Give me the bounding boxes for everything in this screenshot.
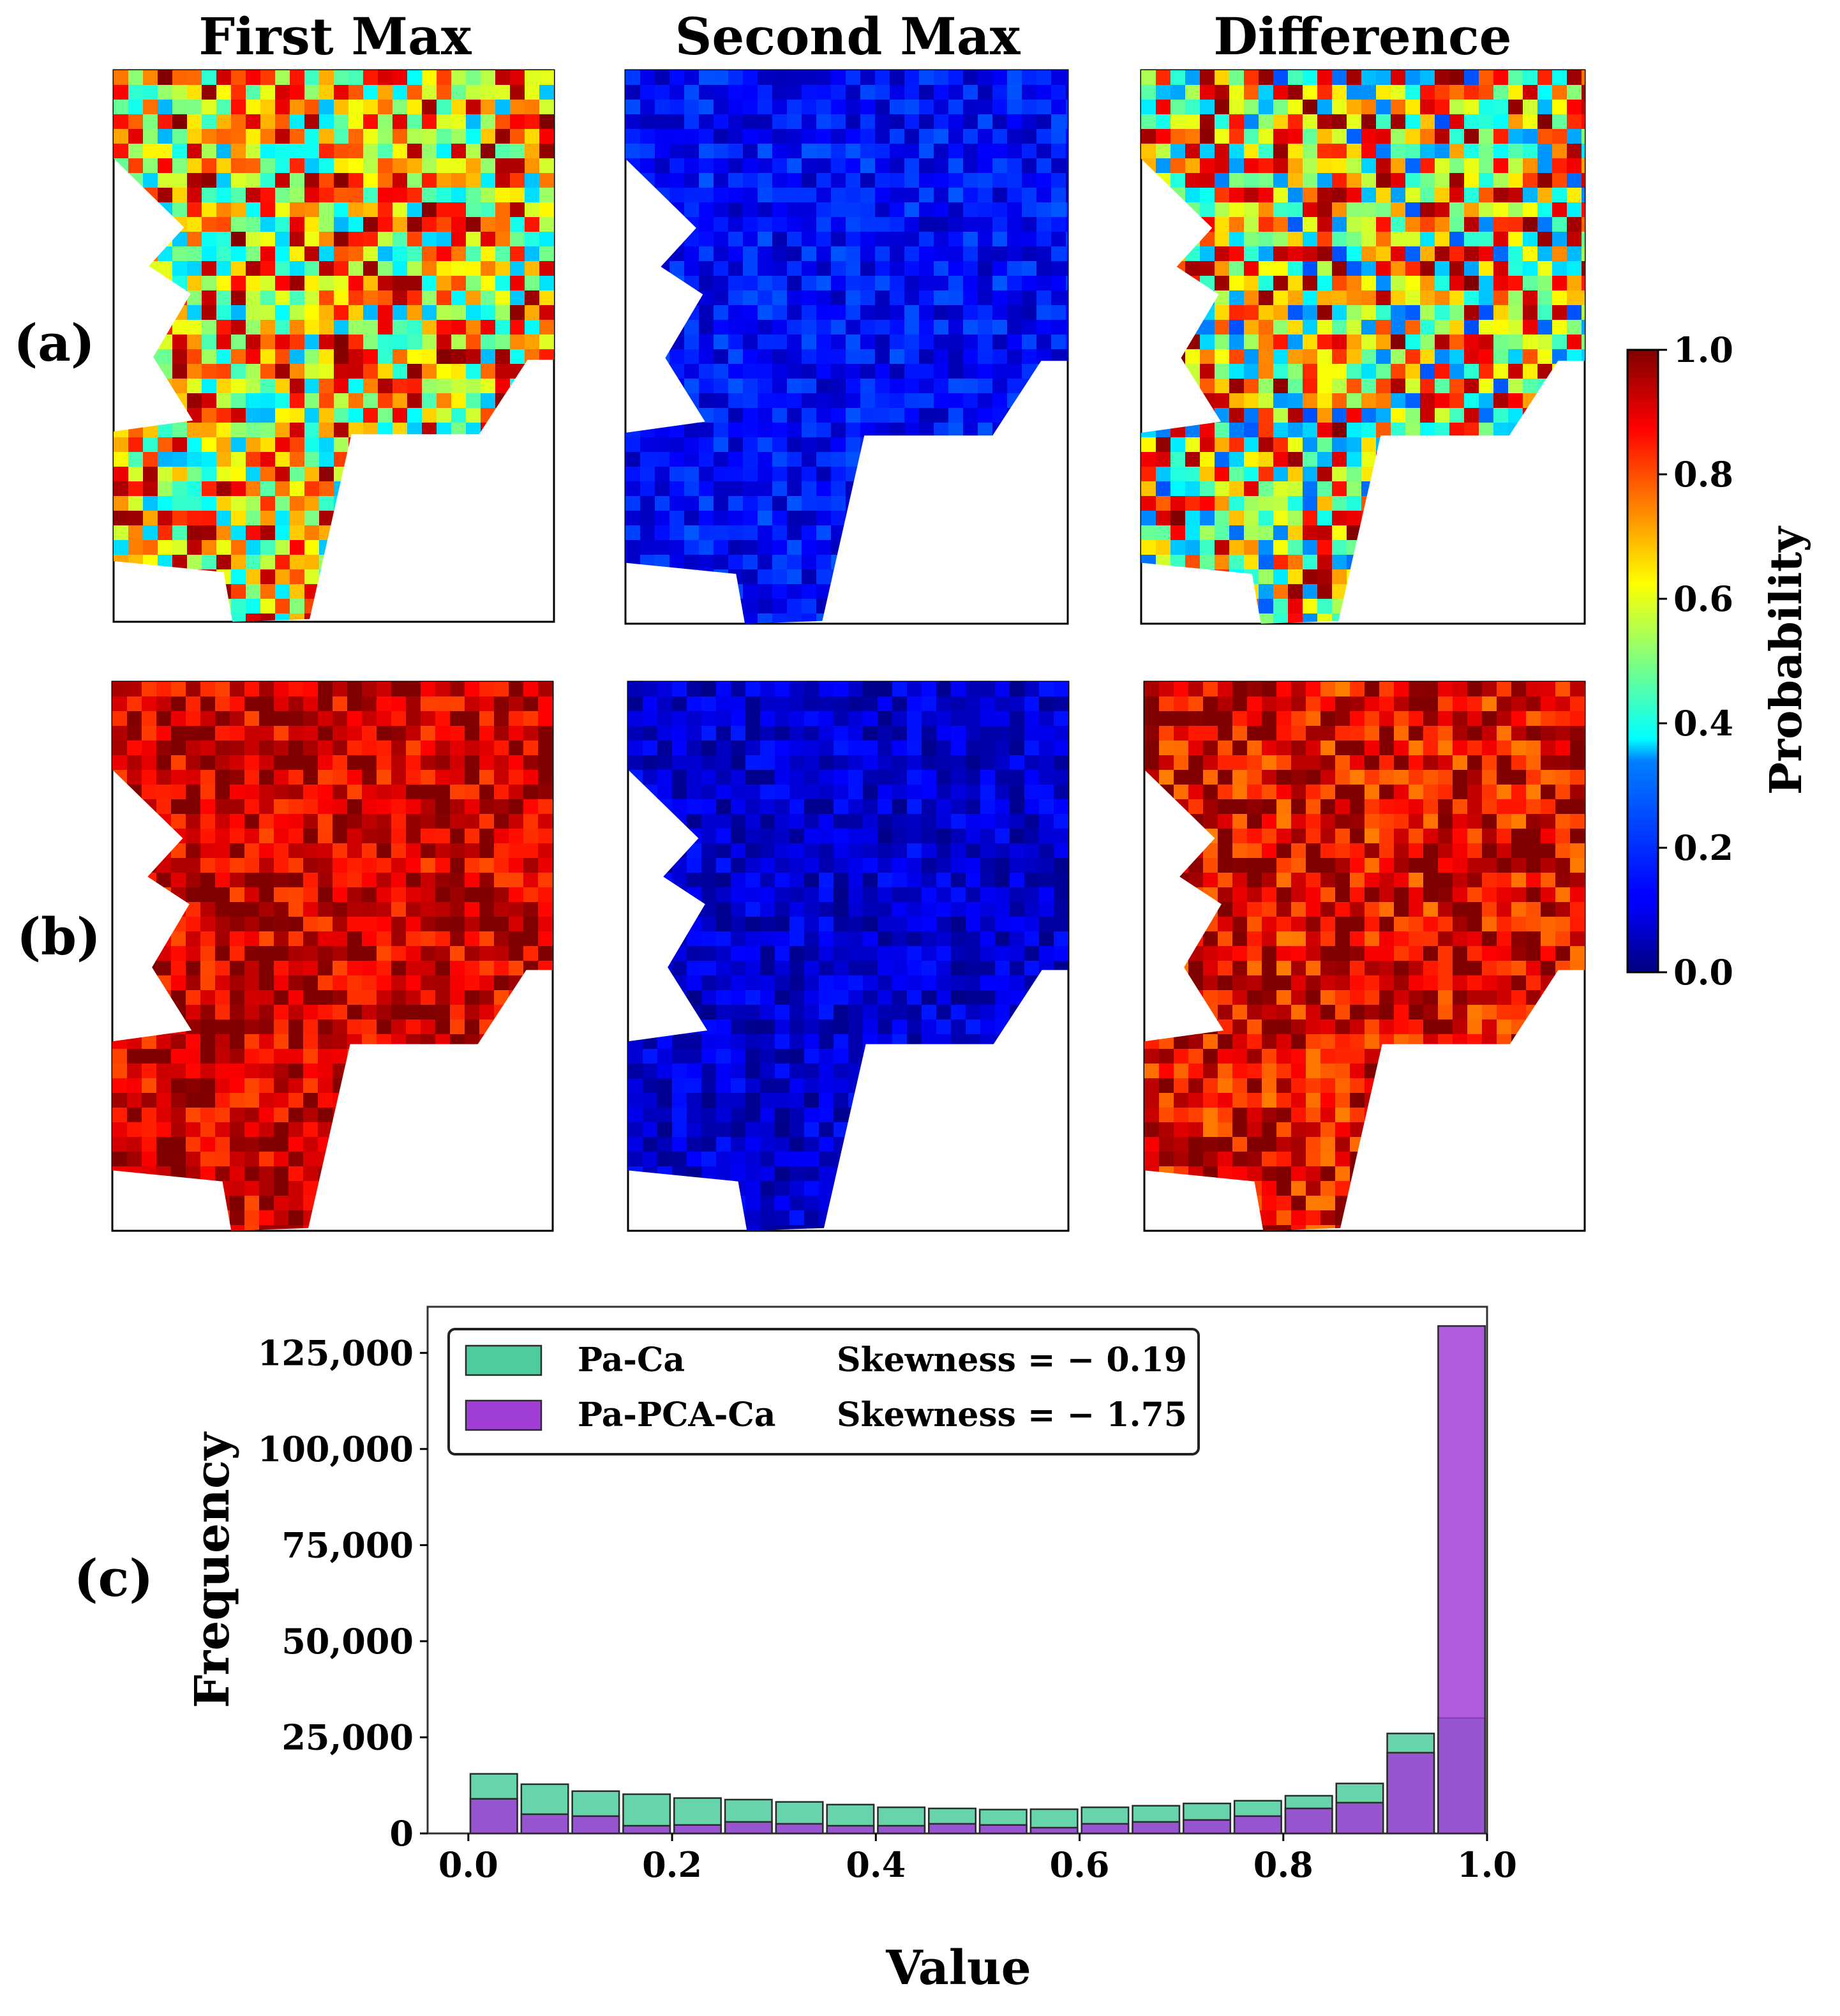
colorbar: 1.0 0.8 0.6 0.4 0.2 0.0 Probability — [1626, 329, 1812, 993]
histogram-bar — [1132, 1821, 1181, 1835]
histogram-bar — [1437, 1325, 1486, 1835]
y-tick-label: 100,000 — [258, 1429, 414, 1470]
histogram-bar — [877, 1824, 926, 1835]
histogram-bar — [1386, 1752, 1435, 1835]
histogram-bar — [1081, 1823, 1130, 1835]
histogram-bar — [1335, 1802, 1384, 1835]
column-title-second-max: Second Max — [675, 6, 1021, 66]
histogram-bar — [978, 1824, 1028, 1835]
column-title-difference: Difference — [1213, 6, 1511, 66]
row-label-b: (b) — [17, 906, 101, 967]
histogram-bar — [622, 1824, 671, 1835]
y-tick-label: 25,000 — [281, 1717, 414, 1757]
colorbar-tick-label: 0.0 — [1673, 952, 1733, 993]
probability-map — [1143, 681, 1586, 1232]
histogram-bar — [520, 1813, 569, 1835]
y-tick-label: 125,000 — [258, 1332, 414, 1373]
histogram-chart: 0 25,000 50,000 75,000 100,000 125,000 0.0 0.2 0… — [185, 1305, 1517, 1996]
colorbar-label: Probability — [1761, 525, 1812, 795]
x-tick-label: 1.0 — [1457, 1844, 1517, 1885]
histogram-bar — [1029, 1826, 1079, 1835]
histogram-bar — [673, 1824, 722, 1835]
histogram-bar — [571, 1815, 620, 1835]
y-tick-label: 50,000 — [281, 1621, 414, 1662]
histogram-bar — [928, 1823, 976, 1835]
histogram-bar — [724, 1821, 773, 1835]
x-tick-label: 0.8 — [1253, 1844, 1313, 1885]
colorbar-tick-label: 0.6 — [1673, 578, 1733, 619]
colorbar-tick-label: 0.4 — [1673, 703, 1733, 744]
probability-map — [112, 69, 555, 623]
panel-c-label: (c) — [74, 1548, 153, 1608]
y-axis-label: Frequency — [185, 1431, 240, 1708]
legend-series-name: Pa-PCA-Ca — [578, 1395, 775, 1434]
x-tick-label: 0.6 — [1050, 1844, 1110, 1885]
probability-map — [1140, 69, 1586, 625]
legend: Pa-Ca Skewness = − 0.19 Pa-PCA-Ca Skewness … — [447, 1328, 1200, 1456]
colorbar-gradient — [1626, 349, 1659, 974]
probability-map — [624, 69, 1069, 625]
colorbar-tick-label: 0.8 — [1673, 454, 1733, 495]
series-Pa-PCA-Ca — [469, 1325, 1486, 1835]
y-tick-label: 75,000 — [281, 1524, 414, 1565]
probability-map — [111, 681, 554, 1232]
histogram-bar — [826, 1824, 875, 1835]
histogram-bar — [1183, 1819, 1232, 1835]
row-label-a: (a) — [13, 313, 95, 373]
x-tick-label: 0.2 — [642, 1844, 702, 1885]
x-axis-label: Value — [885, 1941, 1031, 1996]
x-tick-label: 0.4 — [846, 1844, 906, 1885]
colorbar-tick-label: 0.2 — [1673, 827, 1733, 868]
histogram-bar — [469, 1798, 518, 1835]
column-title-first-max: First Max — [198, 6, 472, 66]
colorbar-ticks: 1.0 0.8 0.6 0.4 0.2 0.0 — [1658, 329, 1733, 993]
legend-skewness: Skewness = − 0.19 — [837, 1341, 1187, 1380]
histogram-bar — [1284, 1807, 1333, 1835]
x-tick-label: 0.0 — [438, 1844, 498, 1885]
y-tick-label: 0 — [389, 1813, 414, 1854]
colorbar-tick-label: 1.0 — [1673, 329, 1733, 370]
histogram-bar — [775, 1823, 824, 1835]
legend-skewness: Skewness = − 1.75 — [837, 1395, 1187, 1434]
histogram-bar — [1233, 1815, 1282, 1835]
legend-series-name: Pa-Ca — [578, 1341, 685, 1380]
probability-map — [627, 681, 1070, 1232]
legend-swatch — [465, 1344, 542, 1376]
map-panels — [111, 69, 1586, 1232]
legend-swatch — [465, 1399, 542, 1431]
